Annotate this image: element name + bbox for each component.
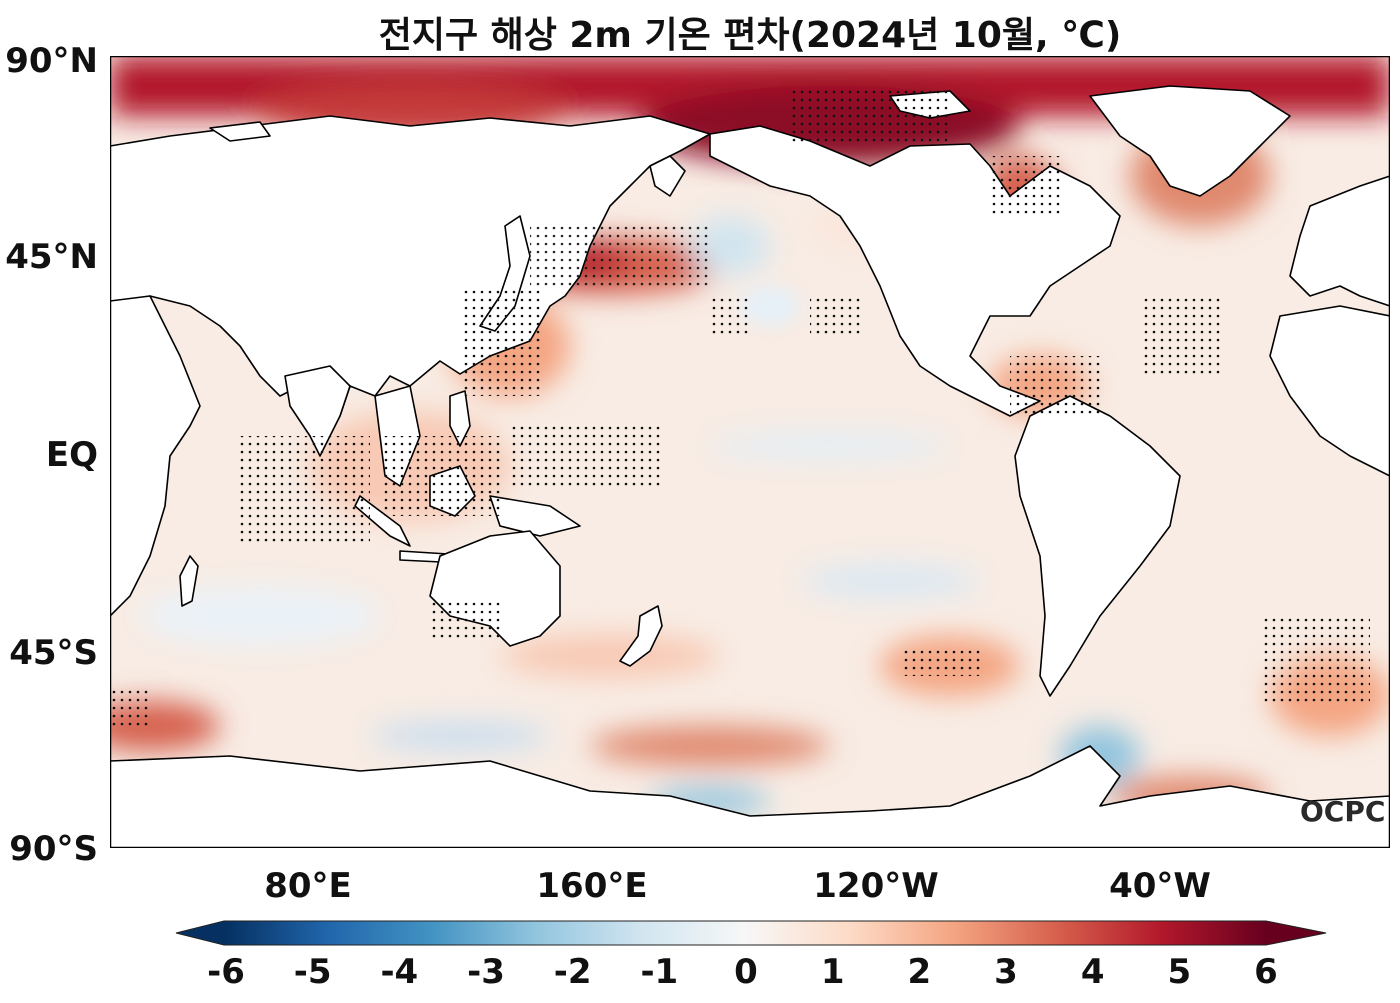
- colorbar-outline: [175, 920, 1327, 946]
- lat-tick-45n: 45°N: [5, 237, 98, 277]
- colorbar-tick-label: -2: [553, 952, 592, 992]
- lat-tick-90n: 90°N: [5, 41, 98, 81]
- significance-stippling: [110, 86, 1370, 726]
- anomaly-map: [109, 55, 1391, 849]
- colorbar-tick-label: 2: [907, 952, 932, 992]
- colorbar-body: [224, 921, 1266, 945]
- map-panel: OCPC: [109, 55, 1391, 849]
- colorbar-tick-label: 1: [820, 952, 845, 992]
- colorbar-tick-label: 5: [1167, 952, 1192, 992]
- colorbar-tick-label: -1: [640, 952, 679, 992]
- lon-tick-120w: 120°W: [813, 866, 939, 906]
- lon-tick-160e: 160°E: [536, 866, 648, 906]
- south-america-land: [1014, 395, 1181, 697]
- colorbar-tick-label: 6: [1254, 952, 1278, 992]
- lon-tick-40w: 40°W: [1109, 866, 1211, 906]
- colorbar-tick-label: -3: [467, 952, 505, 992]
- colorbar-tick-label: 3: [994, 952, 1018, 992]
- colorbar-tick-label: 0: [734, 952, 758, 992]
- colorbar-tick-label: -4: [380, 952, 419, 992]
- africa-land: [110, 295, 201, 617]
- colorbar-tick-label: 4: [1080, 952, 1105, 992]
- colorbar-tick-label: -6: [207, 952, 245, 992]
- chart-title: 전지구 해상 2m 기온 편차(2024년 10월, ℃): [378, 15, 1122, 56]
- lat-tick-45s: 45°S: [9, 633, 98, 673]
- lat-tick-90s: 90°S: [9, 829, 98, 869]
- lat-tick-eq: EQ: [45, 435, 98, 475]
- antarctica-land: [110, 745, 1390, 848]
- colorbar-extend-min: [176, 921, 224, 945]
- lon-tick-80e: 80°E: [264, 866, 352, 906]
- colorbar: [175, 920, 1327, 946]
- colorbar-tick-label: -5: [293, 952, 332, 992]
- greenland-land: [1089, 85, 1291, 197]
- ocpc-watermark: OCPC: [1300, 795, 1386, 828]
- map-border: [109, 55, 1391, 849]
- colorbar-extend-max: [1266, 921, 1326, 945]
